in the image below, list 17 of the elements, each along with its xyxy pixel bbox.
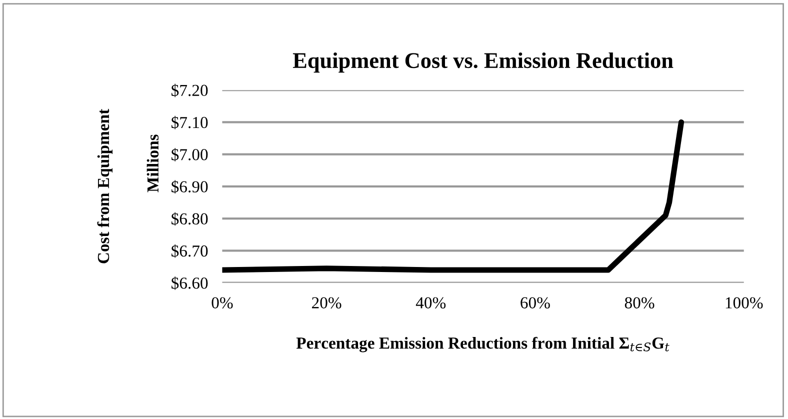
x-tick-label: 80% [624,297,654,308]
x-axis-title: Percentage Emission Reductions from Initial Σ$_{t∈S}$G$_{t}$ [296,336,670,352]
x-tick-label: 0% [212,297,233,308]
y-tick-label: $6.90 [172,180,208,194]
text: Millions [146,134,159,192]
y-tick-label: $7.00 [172,148,208,162]
y-tick-label: $7.10 [172,116,208,130]
x-tick-label: 60% [520,297,550,308]
y-tick-label: $6.80 [172,212,208,226]
x-tick-label: 40% [416,297,446,308]
x-tick-label: 100% [726,297,763,308]
y-tick-label: $7.20 [172,84,208,98]
chart-title: Equipment Cost vs. Emission Reduction [292,52,674,73]
y-tick-label: $6.70 [172,244,208,258]
y-axis-title: Cost from Equipment [97,108,112,264]
x-tick-label: 20% [312,297,342,308]
y-tick-label: $6.60 [172,276,208,290]
